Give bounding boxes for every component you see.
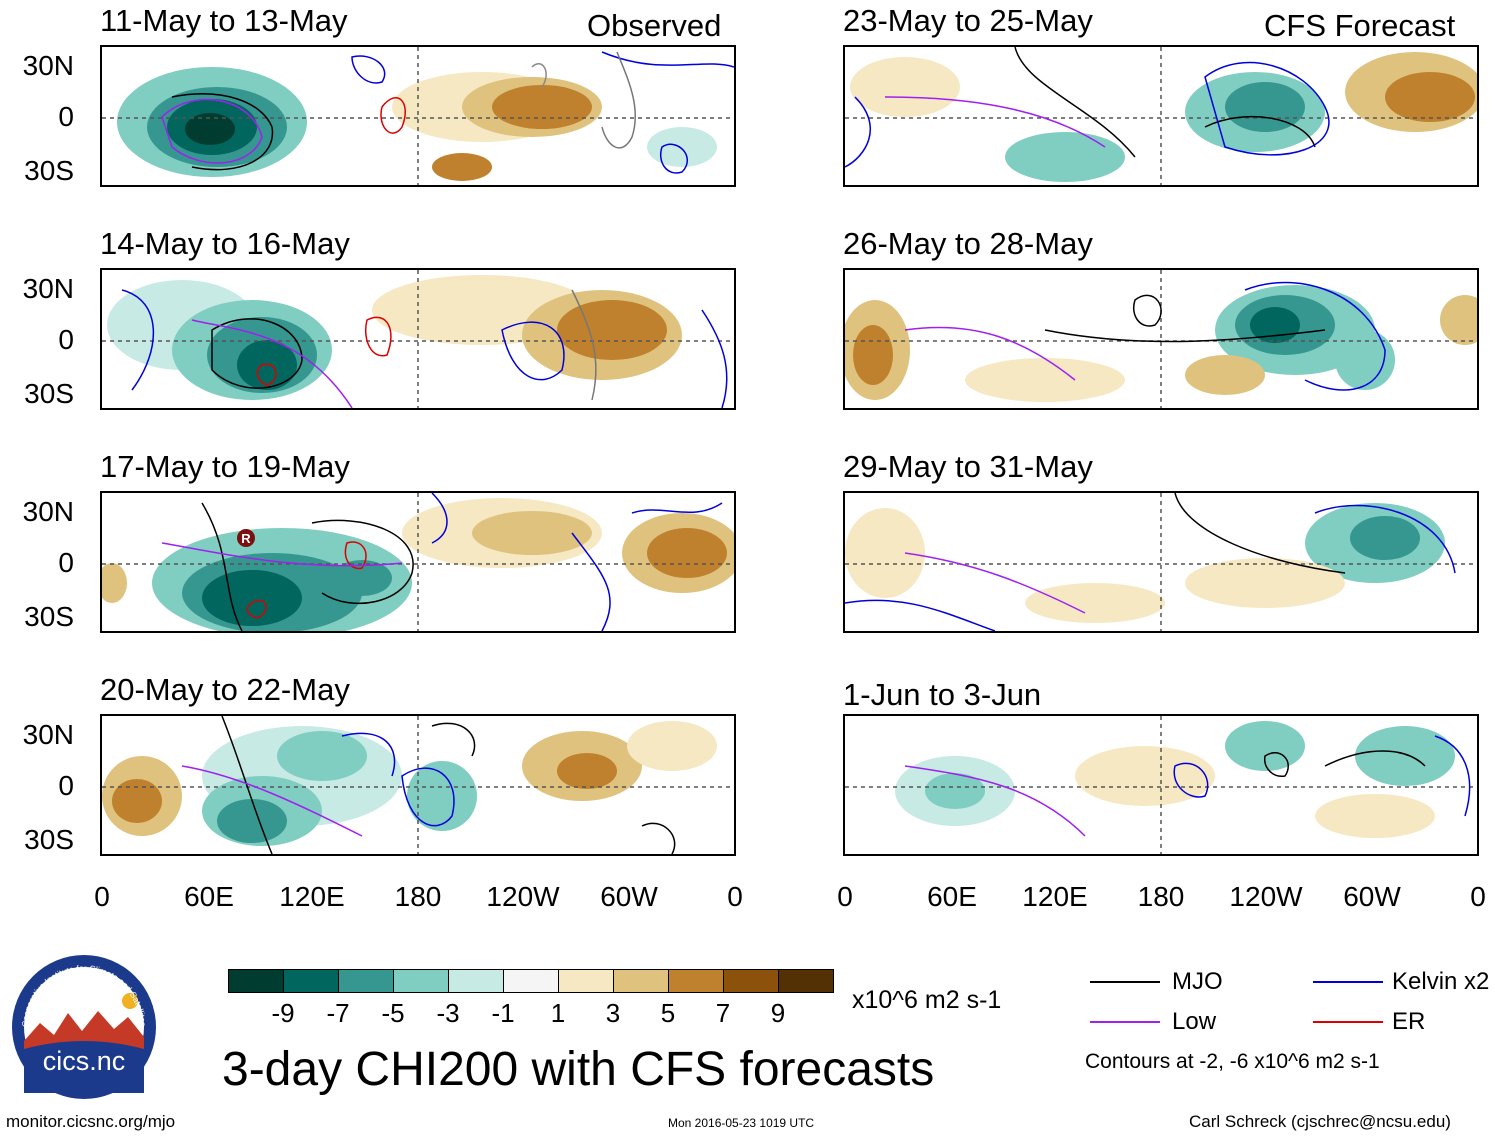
colorbar-box [393, 969, 449, 993]
colorbar-label: -1 [491, 998, 515, 1028]
lon-label: 120W [1229, 881, 1303, 912]
chi200-field [845, 47, 1477, 185]
lon-label: 120W [486, 881, 560, 912]
lat-label-30n: 30N [22, 719, 74, 750]
panel-title-right-1: 23-May to 25-May [843, 3, 1093, 38]
colorbar-label: 9 [770, 998, 786, 1028]
colorbar-label: 1 [550, 998, 566, 1028]
footer-timestamp: Mon 2016-05-23 1019 UTC [668, 1116, 815, 1130]
chi200-field [845, 716, 1477, 854]
legend-line-mjo [1090, 981, 1160, 983]
lat-label-30n: 30N [22, 50, 74, 81]
lat-label-30s: 30S [24, 378, 74, 409]
panel-title-right-2: 26-May to 28-May [843, 226, 1093, 261]
map-panel-observed-2 [100, 268, 736, 410]
cics-logo: Cooperative Institute for Climate and Sa… [12, 955, 156, 1099]
map-panel-forecast-3 [843, 491, 1479, 633]
colorbar-box [228, 969, 284, 993]
legend-label-low: Low [1172, 1008, 1217, 1035]
panel-title-left-3: 17-May to 19-May [100, 449, 350, 484]
colorbar-label: 5 [660, 998, 676, 1028]
lon-label: 60E [927, 881, 977, 912]
legend-label-kelvin: Kelvin x2 [1392, 968, 1490, 995]
map-panel-forecast-1 [843, 45, 1479, 187]
colorbar-box [778, 969, 834, 993]
panel-title-left-4: 20-May to 22-May [100, 672, 350, 707]
lat-label-30s: 30S [24, 601, 74, 632]
panel-title-right-4: 1-Jun to 3-Jun [843, 677, 1042, 712]
lat-label-30n: 30N [22, 496, 74, 527]
legend-label-mjo: MJO [1172, 968, 1223, 995]
lon-label: 0 [1470, 881, 1486, 912]
colorbar-box [503, 969, 559, 993]
map-panel-forecast-2 [843, 268, 1479, 410]
lon-label: 0 [837, 881, 853, 912]
colorbar-box [558, 969, 614, 993]
map-panel-observed-1 [100, 45, 736, 187]
lon-label: 120E [1022, 881, 1088, 912]
footer-author: Carl Schreck (cjschrec@ncsu.edu) [1189, 1112, 1451, 1131]
chi200-field [845, 493, 1477, 631]
chi200-field [845, 270, 1477, 408]
panel-title-right-3: 29-May to 31-May [843, 449, 1093, 484]
colorbar-box [613, 969, 669, 993]
cfs-forecast-label: CFS Forecast [1264, 8, 1456, 43]
colorbar-label: -3 [436, 998, 460, 1028]
main-title: 3-day CHI200 with CFS forecasts [222, 1043, 935, 1096]
legend-line-low [1090, 1021, 1160, 1023]
colorbar-label: -7 [326, 998, 350, 1028]
lon-label: 180 [1137, 881, 1185, 912]
chi200-field: R [102, 493, 734, 631]
panel-title-left-1: 11-May to 13-May [100, 3, 348, 38]
lat-label-eq: 0 [58, 770, 74, 801]
colorbar-box [723, 969, 779, 993]
chi200-field [102, 270, 734, 408]
colorbar-box [283, 969, 339, 993]
observed-label: Observed [587, 8, 722, 43]
er-marker-letter: R [241, 531, 251, 546]
lon-label: 60W [600, 881, 658, 912]
lon-label: 120E [279, 881, 345, 912]
legend-label-er: ER [1392, 1008, 1426, 1035]
er-marker-icon [237, 529, 255, 547]
lat-label-eq: 0 [58, 101, 74, 132]
map-panel-observed-4 [100, 714, 736, 856]
lat-label-30s: 30S [24, 824, 74, 855]
colorbar-box [668, 969, 724, 993]
legend-line-kelvin [1313, 981, 1383, 983]
lon-label: 60W [1343, 881, 1401, 912]
lon-label: 180 [394, 881, 442, 912]
contour-note: Contours at -2, -6 x10^6 m2 s-1 [1085, 1050, 1380, 1073]
colorbar-units: x10^6 m2 s-1 [852, 986, 1002, 1014]
map-panel-forecast-4 [843, 714, 1479, 856]
chi200-field [102, 47, 734, 185]
colorbar-label: 3 [605, 998, 621, 1028]
lon-label: 0 [727, 881, 743, 912]
colorbar-label: 7 [715, 998, 731, 1028]
lat-label-30s: 30S [24, 155, 74, 186]
colorbar-label: -5 [381, 998, 405, 1028]
map-panel-observed-3: R [100, 491, 736, 633]
colorbar-box [448, 969, 504, 993]
chi200-field [102, 716, 734, 854]
lat-label-eq: 0 [58, 324, 74, 355]
lat-label-30n: 30N [22, 273, 74, 304]
legend-line-er [1313, 1021, 1383, 1023]
colorbar-label: -9 [271, 998, 295, 1028]
lon-label: 0 [94, 881, 110, 912]
lat-label-eq: 0 [58, 547, 74, 578]
lon-label: 60E [184, 881, 234, 912]
footer-url[interactable]: monitor.cicsnc.org/mjo [6, 1112, 176, 1131]
panel-title-left-2: 14-May to 16-May [100, 226, 350, 261]
logo-text: cics.nc [43, 1046, 126, 1076]
colorbar-box [338, 969, 394, 993]
